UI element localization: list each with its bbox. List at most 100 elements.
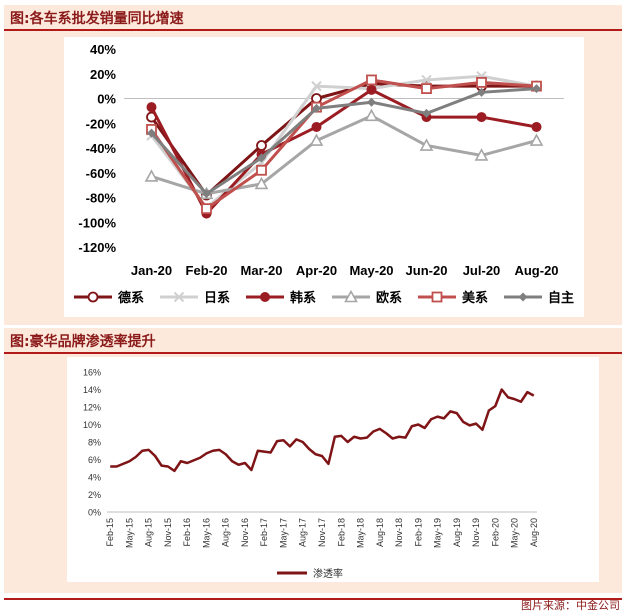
y-tick-label: 12% bbox=[83, 403, 101, 413]
x-tick-label: May-19 bbox=[433, 518, 443, 548]
x-tick-label: May-16 bbox=[201, 518, 211, 548]
series-line bbox=[150, 78, 537, 211]
data-point bbox=[309, 133, 324, 146]
penetration-line bbox=[110, 388, 535, 473]
data-point bbox=[532, 84, 541, 94]
x-tick-label: Aug-20 bbox=[529, 518, 539, 547]
data-point bbox=[421, 83, 432, 94]
x-tick-label: Nov-15 bbox=[163, 518, 173, 547]
legend-marker bbox=[518, 292, 528, 302]
series-line bbox=[150, 82, 537, 197]
legend-item: 自主 bbox=[504, 290, 574, 305]
x-tick-label: Feb-20 bbox=[186, 263, 228, 278]
legend-marker bbox=[431, 291, 443, 303]
y-tick-label: 40% bbox=[90, 42, 116, 57]
data-point bbox=[477, 87, 486, 97]
legend-marker bbox=[87, 291, 99, 303]
data-point bbox=[256, 164, 267, 176]
panel1-title-bar: 图:各车系批发销量同比增速 bbox=[4, 5, 622, 31]
legend-marker bbox=[260, 292, 270, 302]
legend-label: 自主 bbox=[548, 290, 574, 305]
x-tick-label: Feb-15 bbox=[105, 518, 115, 547]
series-line bbox=[150, 74, 537, 209]
legend-item: 欧系 bbox=[332, 289, 402, 305]
legend-item: 美系 bbox=[418, 290, 488, 305]
panel-luxury-penetration: 图:豪华品牌渗透率提升 0% 2% 4% 6% 8% 10% 12% 14% 16% Feb-15… bbox=[4, 328, 622, 593]
data-point bbox=[201, 203, 212, 215]
series-line bbox=[150, 87, 537, 196]
y-tick-label: -20% bbox=[86, 116, 117, 131]
legend-label: 渗透率 bbox=[313, 567, 343, 580]
data-point bbox=[366, 84, 377, 95]
y-tick-label: 8% bbox=[88, 438, 101, 448]
x-tick-label: Feb-20 bbox=[490, 518, 500, 547]
x-tick-label: Nov-17 bbox=[317, 518, 327, 547]
legend-item: 渗透率 bbox=[277, 567, 343, 580]
data-point bbox=[476, 77, 487, 88]
x-tick-label: May-20 bbox=[510, 518, 520, 548]
data-point bbox=[366, 74, 377, 86]
data-point bbox=[531, 121, 542, 132]
series-德系 bbox=[146, 78, 542, 201]
series-自主 bbox=[147, 84, 541, 199]
chart1-area: -120% -100% -80% -60% -40% -20% 0% 20% 40% Jan-20… bbox=[64, 37, 584, 317]
x-tick-label: May-18 bbox=[356, 518, 366, 548]
y-tick-label: -60% bbox=[86, 166, 117, 181]
bottom-rule bbox=[4, 598, 622, 600]
data-point bbox=[476, 112, 487, 123]
legend-marker bbox=[173, 291, 185, 303]
y-tick-label: 6% bbox=[88, 455, 101, 465]
data-point bbox=[474, 148, 489, 161]
x-tick-label: Aug-17 bbox=[298, 518, 308, 547]
y-tick-label: 4% bbox=[88, 473, 101, 483]
chart1-svg: -120% -100% -80% -60% -40% -20% 0% 20% 40% Jan-20… bbox=[74, 42, 574, 305]
data-point bbox=[364, 108, 379, 122]
legend-item: 日系 bbox=[160, 290, 230, 305]
data-point bbox=[312, 103, 321, 113]
data-point bbox=[256, 140, 267, 151]
x-tick-label: Mar-20 bbox=[241, 263, 283, 278]
x-tick-label: Jul-20 bbox=[463, 263, 501, 278]
x-tick-label: Nov-16 bbox=[240, 518, 250, 547]
panel2-title-bar: 图:豪华品牌渗透率提升 bbox=[4, 328, 622, 354]
data-point bbox=[202, 189, 211, 199]
data-point bbox=[146, 102, 157, 113]
legend-label: 欧系 bbox=[376, 290, 402, 305]
legend-label: 日系 bbox=[204, 290, 230, 305]
x-tick-label: Jun-20 bbox=[406, 263, 448, 278]
series-欧系 bbox=[144, 108, 544, 200]
y-tick-label: -40% bbox=[86, 141, 117, 156]
y-tick-label: -120% bbox=[78, 240, 116, 255]
data-point bbox=[422, 108, 431, 118]
x-tick-label: Aug-18 bbox=[375, 518, 385, 547]
y-tick-label: 0% bbox=[97, 92, 116, 107]
chart2-svg: 0% 2% 4% 6% 8% 10% 12% 14% 16% Feb-15 May-15 Aug-15… bbox=[83, 368, 539, 581]
y-tick-label: 14% bbox=[83, 385, 101, 395]
x-tick-label: Feb-19 bbox=[413, 518, 423, 547]
source-note: 图片来源：中金公司 bbox=[521, 599, 620, 612]
x-tick-label: Nov-19 bbox=[471, 518, 481, 547]
data-point bbox=[257, 153, 266, 163]
x-tick-label: Apr-20 bbox=[296, 263, 337, 278]
y-tick-label: 0% bbox=[88, 508, 101, 518]
y-tick-label: -100% bbox=[78, 215, 116, 230]
data-point bbox=[367, 97, 376, 107]
legend-label: 美系 bbox=[462, 290, 488, 305]
legend-label: 德系 bbox=[118, 290, 144, 305]
x-tick-label: Nov-18 bbox=[394, 518, 404, 547]
x-tick-label: Feb-17 bbox=[259, 518, 269, 547]
data-point bbox=[144, 169, 159, 182]
data-point bbox=[311, 93, 322, 104]
x-tick-label: Jan-20 bbox=[131, 263, 172, 278]
data-point bbox=[529, 133, 544, 146]
legend-label: 韩系 bbox=[290, 290, 316, 305]
x-tick-label: Aug-15 bbox=[144, 518, 154, 547]
y-tick-label: 20% bbox=[90, 67, 116, 82]
data-point bbox=[311, 80, 322, 92]
x-tick-label: May-17 bbox=[278, 518, 288, 548]
y-tick-label: 10% bbox=[83, 420, 101, 430]
panel-sales-growth: 图:各车系批发销量同比增速 -120% -100% -80% -60% -40% -20%… bbox=[4, 5, 622, 325]
x-tick-label: May-15 bbox=[124, 518, 134, 548]
data-point bbox=[254, 176, 269, 190]
legend-item: 韩系 bbox=[246, 290, 316, 305]
